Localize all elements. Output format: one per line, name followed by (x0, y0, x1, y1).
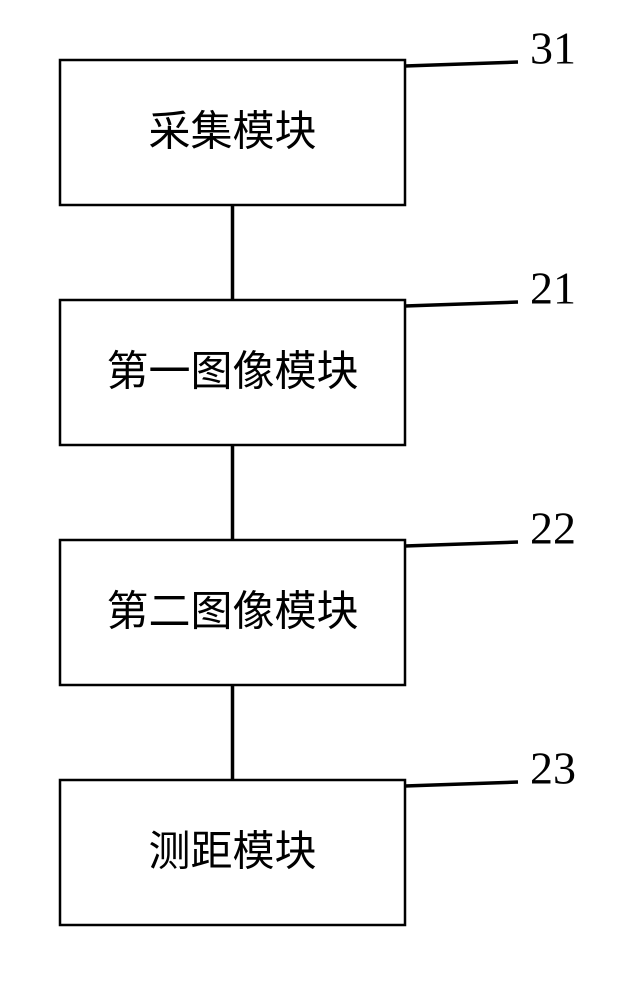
reference-number: 22 (530, 503, 576, 554)
leader-line (405, 302, 518, 306)
flowchart-node-label: 采集模块 (148, 110, 316, 156)
flowchart-node-label: 第一图像模块 (106, 350, 358, 396)
leader-line (405, 782, 518, 786)
leader-line (405, 542, 518, 546)
flowchart-svg: 采集模块第一图像模块第二图像模块测距模块 31 21 22 23 (0, 0, 644, 992)
flowchart-node-label: 测距模块 (148, 830, 316, 876)
flowchart-node-label: 第二图像模块 (106, 590, 358, 636)
reference-number: 23 (530, 743, 576, 794)
leader-line (405, 62, 518, 66)
reference-number: 31 (530, 23, 576, 74)
reference-number: 21 (530, 263, 576, 314)
